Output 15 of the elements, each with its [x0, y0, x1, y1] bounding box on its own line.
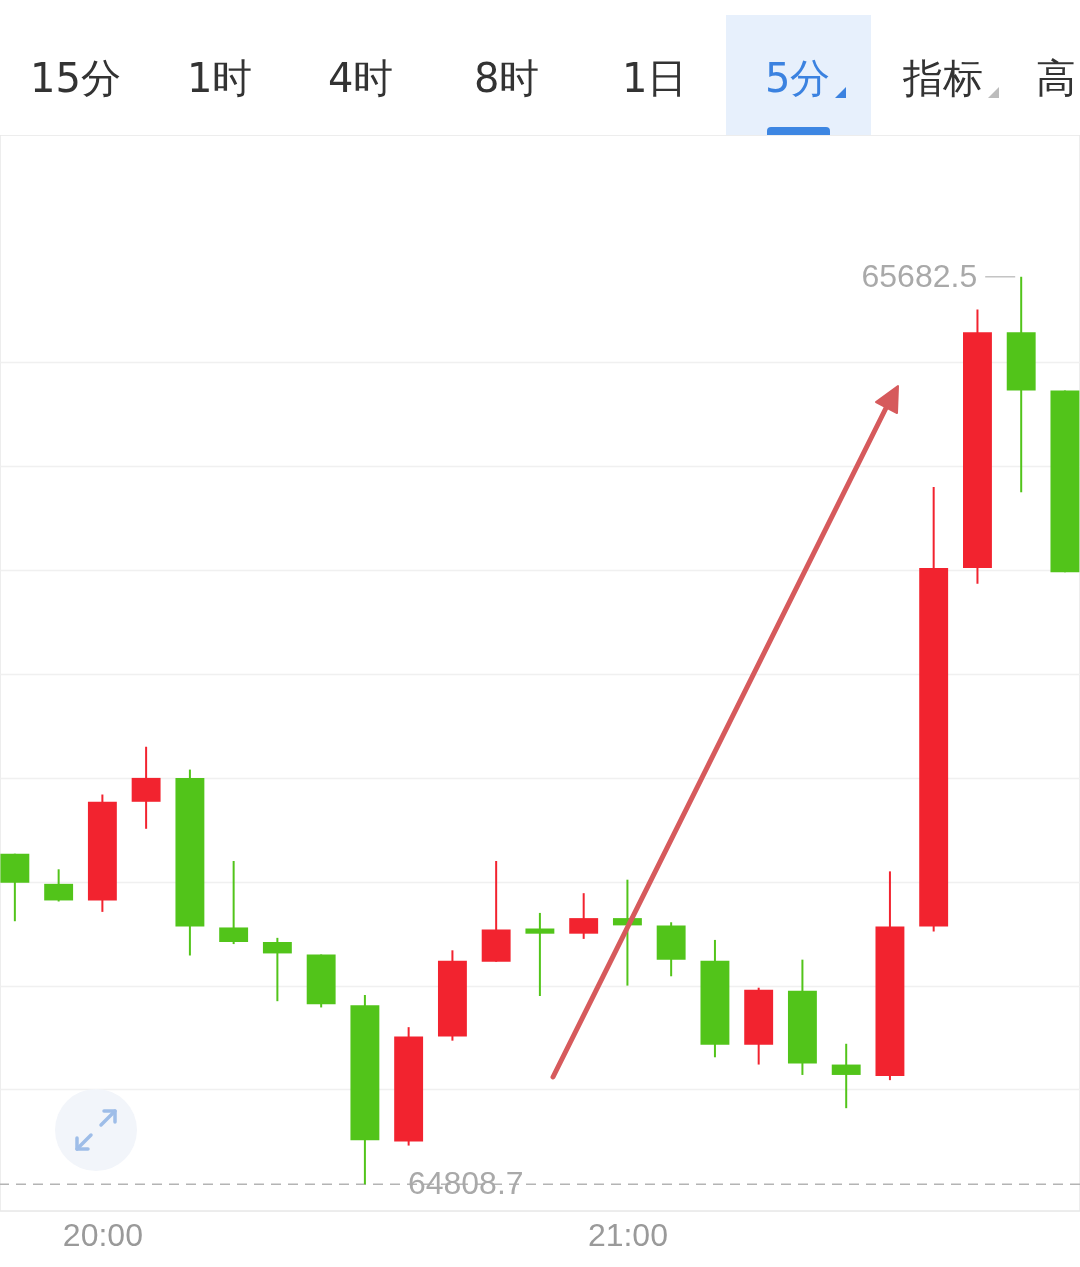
- text: 8时: [474, 54, 540, 102]
- text: 1时: [187, 54, 253, 102]
- candlestick: [831, 1042, 861, 1110]
- text: 1日: [622, 54, 688, 102]
- text: 5分: [765, 54, 831, 102]
- candlestick: [262, 936, 292, 1003]
- text: 指标: [903, 54, 983, 102]
- text: 高: [1036, 54, 1076, 102]
- candlestick: [525, 911, 555, 998]
- annotation: 65682.5: [861, 257, 978, 294]
- text: 4时: [328, 54, 394, 102]
- x-tick-label: 20:00: [62, 1216, 143, 1253]
- text: 15分: [30, 54, 121, 102]
- candlestick: [219, 859, 249, 946]
- x-tick-label: 21:00: [587, 1216, 668, 1253]
